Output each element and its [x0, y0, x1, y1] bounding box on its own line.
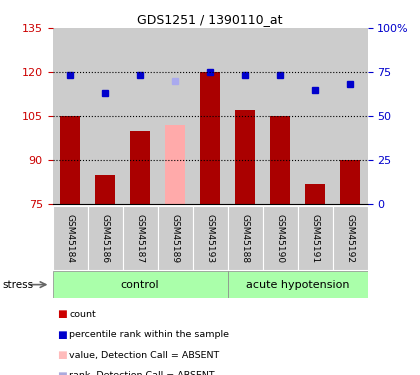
Bar	[333, 28, 368, 204]
Bar	[130, 131, 150, 204]
Bar	[270, 116, 290, 204]
Bar	[297, 28, 333, 204]
Bar	[87, 28, 123, 204]
Text: ■: ■	[57, 371, 66, 375]
Bar	[60, 116, 80, 204]
Text: GSM45191: GSM45191	[310, 213, 320, 262]
Text: GSM45184: GSM45184	[66, 214, 74, 262]
Bar	[192, 28, 228, 204]
Bar	[228, 271, 368, 298]
Bar	[95, 175, 115, 204]
Bar	[158, 28, 192, 204]
Text: GSM45193: GSM45193	[205, 213, 215, 262]
Bar	[52, 271, 228, 298]
Text: percentile rank within the sample: percentile rank within the sample	[69, 330, 229, 339]
Text: GSM45188: GSM45188	[241, 213, 249, 262]
Title: GDS1251 / 1390110_at: GDS1251 / 1390110_at	[137, 13, 283, 26]
Text: GSM45189: GSM45189	[171, 213, 179, 262]
Text: ■: ■	[57, 350, 66, 360]
Text: value, Detection Call = ABSENT: value, Detection Call = ABSENT	[69, 351, 220, 360]
Bar	[158, 206, 192, 270]
Bar	[192, 206, 228, 270]
Bar	[340, 160, 360, 204]
Text: stress: stress	[2, 280, 33, 290]
Text: GSM45186: GSM45186	[100, 213, 110, 262]
Bar	[228, 28, 262, 204]
Bar	[52, 28, 87, 204]
Bar	[305, 184, 325, 204]
Text: control: control	[121, 280, 159, 290]
Text: GSM45190: GSM45190	[276, 213, 284, 262]
Text: acute hypotension: acute hypotension	[246, 280, 349, 290]
Bar	[228, 206, 262, 270]
Text: ■: ■	[57, 309, 66, 319]
Text: count: count	[69, 310, 96, 319]
Bar	[165, 125, 185, 204]
Text: ■: ■	[57, 330, 66, 340]
Bar	[333, 206, 368, 270]
Text: rank, Detection Call = ABSENT: rank, Detection Call = ABSENT	[69, 371, 215, 375]
Bar	[235, 110, 255, 204]
Bar	[87, 206, 123, 270]
Text: GSM45192: GSM45192	[346, 214, 354, 262]
Text: GSM45187: GSM45187	[136, 213, 144, 262]
Bar	[200, 72, 220, 204]
Bar	[123, 28, 158, 204]
Bar	[262, 28, 297, 204]
Bar	[297, 206, 333, 270]
Bar	[262, 206, 297, 270]
Bar	[123, 206, 158, 270]
Bar	[52, 206, 87, 270]
